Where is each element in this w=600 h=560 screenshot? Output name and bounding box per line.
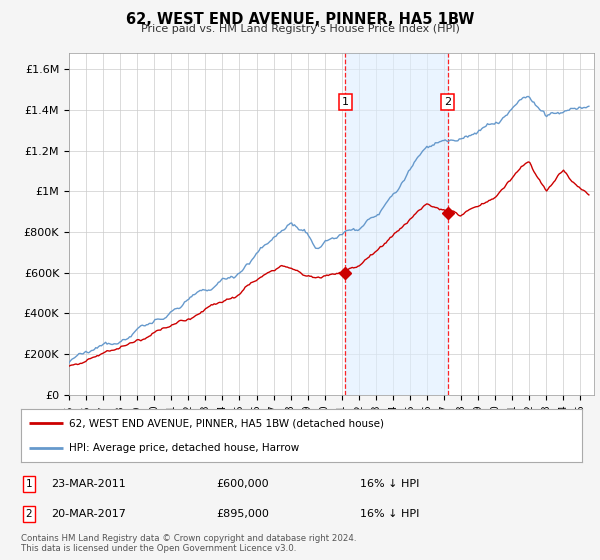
Text: 16% ↓ HPI: 16% ↓ HPI xyxy=(360,479,419,489)
Text: HPI: Average price, detached house, Harrow: HPI: Average price, detached house, Harr… xyxy=(68,442,299,452)
Text: Price paid vs. HM Land Registry's House Price Index (HPI): Price paid vs. HM Land Registry's House … xyxy=(140,24,460,34)
Text: 20-MAR-2017: 20-MAR-2017 xyxy=(51,509,126,519)
Text: 62, WEST END AVENUE, PINNER, HA5 1BW: 62, WEST END AVENUE, PINNER, HA5 1BW xyxy=(126,12,474,27)
Text: 62, WEST END AVENUE, PINNER, HA5 1BW (detached house): 62, WEST END AVENUE, PINNER, HA5 1BW (de… xyxy=(68,418,383,428)
Text: Contains HM Land Registry data © Crown copyright and database right 2024.
This d: Contains HM Land Registry data © Crown c… xyxy=(21,534,356,553)
Text: 2: 2 xyxy=(25,509,32,519)
Bar xyxy=(346,53,448,395)
Text: £895,000: £895,000 xyxy=(216,509,269,519)
Text: 2: 2 xyxy=(444,97,451,107)
Text: 1: 1 xyxy=(25,479,32,489)
Text: 16% ↓ HPI: 16% ↓ HPI xyxy=(360,509,419,519)
Text: 1: 1 xyxy=(342,97,349,107)
Text: 23-MAR-2011: 23-MAR-2011 xyxy=(51,479,126,489)
Text: £600,000: £600,000 xyxy=(216,479,269,489)
